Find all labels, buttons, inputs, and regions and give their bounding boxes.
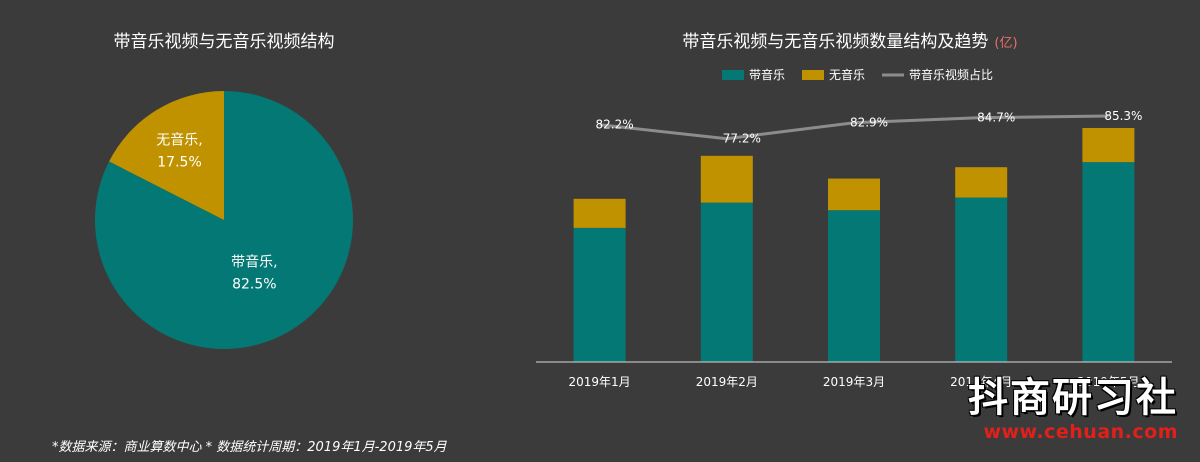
pie-slice-value-0: 82.5% <box>232 276 276 292</box>
watermark: 抖商研习社 www.cehuan.com <box>968 376 1178 444</box>
watermark-url: www.cehuan.com <box>983 421 1178 443</box>
bar-no-music-0 <box>573 198 626 228</box>
bar-music-3 <box>955 197 1008 362</box>
share-label-4: 85.3% <box>1104 109 1142 123</box>
bar-no-music-4 <box>1082 127 1135 163</box>
pie-slice-label-0: 带音乐, <box>231 253 277 270</box>
legend-label-1: 无音乐 <box>829 67 865 82</box>
legend-swatch-1 <box>802 70 824 80</box>
pie-slice-value-1: 17.5% <box>157 154 201 170</box>
share-label-1: 77.2% <box>723 132 761 146</box>
x-tick-label-1: 2019年2月 <box>696 375 758 389</box>
bar-title-unit: (亿) <box>994 36 1017 51</box>
legend-label-0: 带音乐 <box>749 67 785 82</box>
x-tick-label-3: 2019年4月 <box>950 375 1012 389</box>
bar-chart <box>573 127 1135 362</box>
bar-title-text: 带音乐视频与无音乐视频数量结构及趋势 <box>682 32 988 52</box>
bar-no-music-3 <box>955 167 1008 198</box>
share-label-3: 84.7% <box>977 111 1015 125</box>
bar-music-4 <box>1082 162 1135 362</box>
bar-legend: 带音乐 无音乐 带音乐视频占比 <box>722 67 993 82</box>
legend-swatch-0 <box>722 70 744 80</box>
bar-music-2 <box>828 210 880 362</box>
bar-music-0 <box>573 227 626 362</box>
share-line-path <box>599 114 1109 141</box>
x-axis-ticks: 2019年1月 2019年2月 2019年3月 2019年4月 2019年5月 <box>569 375 1140 389</box>
share-trend-line: 82.2% 77.2% 82.9% 84.7% 85.3% <box>596 109 1143 146</box>
bar-music-1 <box>700 202 753 362</box>
share-label-2: 82.9% <box>850 116 888 130</box>
x-tick-label-0: 2019年1月 <box>569 375 631 389</box>
pie-title: 带音乐视频与无音乐视频结构 <box>114 32 335 52</box>
bar-no-music-2 <box>828 178 880 211</box>
bar-no-music-1 <box>700 155 753 203</box>
pie-slice-1 <box>109 91 224 220</box>
share-label-0: 82.2% <box>596 118 634 132</box>
bar-title: 带音乐视频与无音乐视频数量结构及趋势 (亿) <box>682 32 1017 52</box>
watermark-title: 抖商研习社 <box>968 374 1178 421</box>
pie-slice-0 <box>94 91 353 350</box>
pie-slice-label-1: 无音乐, <box>156 131 202 148</box>
x-tick-label-4: 2019年5月 <box>1077 375 1139 389</box>
pie-chart: 带音乐, 82.5% 无音乐, 17.5% <box>94 91 353 350</box>
footnote: *数据来源：商业算数中心 * 数据统计周期：2019年1月-2019年5月 <box>52 440 447 455</box>
x-tick-label-2: 2019年3月 <box>823 375 885 389</box>
legend-label-2: 带音乐视频占比 <box>909 67 993 82</box>
